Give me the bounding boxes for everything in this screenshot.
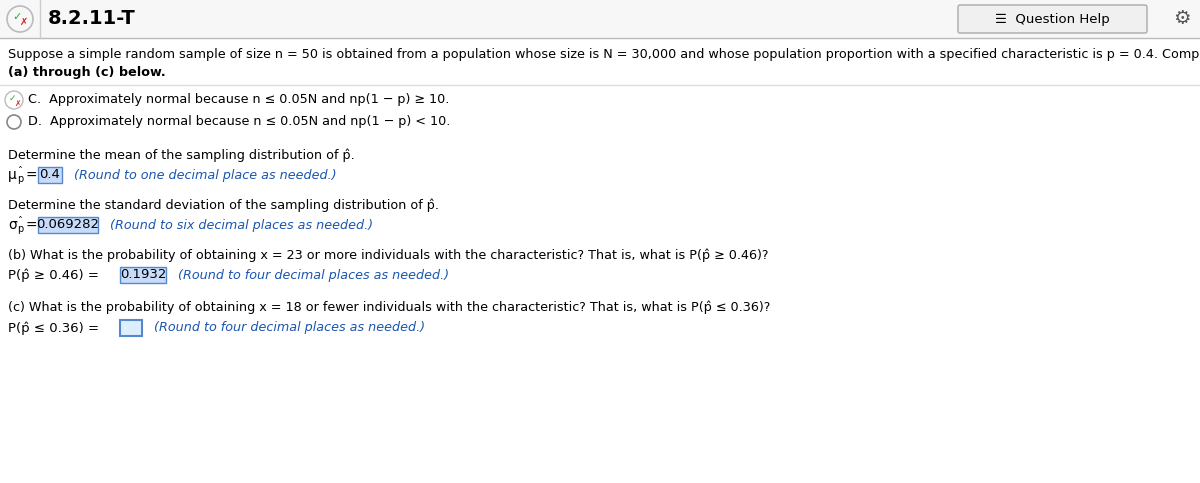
Text: ✓: ✓ [8, 94, 16, 103]
Text: (Round to four decimal places as needed.): (Round to four decimal places as needed.… [170, 269, 449, 282]
Text: Suppose a simple random sample of size n = 50 is obtained from a population whos: Suppose a simple random sample of size n… [8, 48, 1200, 61]
Text: μ: μ [8, 168, 17, 182]
Text: 8.2.11-T: 8.2.11-T [48, 10, 136, 28]
Text: (a) through (c) below.: (a) through (c) below. [8, 66, 166, 79]
Text: p: p [17, 224, 23, 234]
Text: P(p̂ ≥ 0.46) =: P(p̂ ≥ 0.46) = [8, 268, 103, 282]
FancyBboxPatch shape [120, 267, 166, 283]
Text: 0.1932: 0.1932 [120, 269, 166, 282]
Text: P(p̂ ≤ 0.36) =: P(p̂ ≤ 0.36) = [8, 321, 103, 335]
Text: ✓: ✓ [12, 12, 22, 22]
FancyBboxPatch shape [958, 5, 1147, 33]
Text: ˆ: ˆ [17, 167, 22, 177]
Text: Determine the mean of the sampling distribution of p̂.: Determine the mean of the sampling distr… [8, 148, 355, 161]
FancyBboxPatch shape [38, 167, 62, 183]
Text: ✗: ✗ [20, 17, 28, 27]
Text: 0.069282: 0.069282 [36, 218, 100, 231]
Text: ⚙: ⚙ [1174, 10, 1190, 28]
Text: (c) What is the probability of obtaining x = 18 or fewer individuals with the ch: (c) What is the probability of obtaining… [8, 300, 770, 313]
Text: (Round to one decimal place as needed.): (Round to one decimal place as needed.) [66, 169, 337, 182]
Text: =: = [26, 168, 42, 182]
Text: ✗: ✗ [14, 99, 20, 108]
Text: (Round to four decimal places as needed.): (Round to four decimal places as needed.… [146, 322, 425, 335]
Text: (Round to six decimal places as needed.): (Round to six decimal places as needed.) [102, 218, 373, 231]
Text: ☰  Question Help: ☰ Question Help [995, 13, 1110, 26]
Text: C.  Approximately normal because n ≤ 0.05N and np(1 − p) ≥ 10.: C. Approximately normal because n ≤ 0.05… [28, 94, 449, 106]
Text: 0.4: 0.4 [40, 169, 60, 182]
Text: σ: σ [8, 218, 17, 232]
Text: D.  Approximately normal because n ≤ 0.05N and np(1 − p) < 10.: D. Approximately normal because n ≤ 0.05… [28, 115, 450, 128]
Text: =: = [26, 218, 42, 232]
Text: (b) What is the probability of obtaining x = 23 or more individuals with the cha: (b) What is the probability of obtaining… [8, 248, 768, 261]
FancyBboxPatch shape [120, 320, 142, 336]
FancyBboxPatch shape [0, 0, 1200, 38]
Text: p: p [17, 174, 23, 184]
FancyBboxPatch shape [38, 217, 98, 233]
Text: Determine the standard deviation of the sampling distribution of p̂.: Determine the standard deviation of the … [8, 198, 439, 212]
Text: ˆ: ˆ [17, 217, 22, 227]
